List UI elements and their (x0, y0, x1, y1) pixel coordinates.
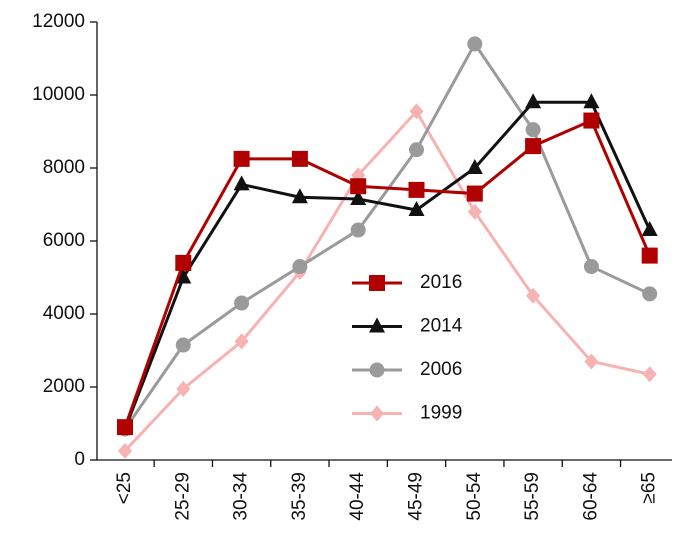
point (466, 159, 483, 174)
point (641, 221, 658, 237)
y-tick-label: 2000 (43, 376, 85, 397)
legend-label: 2016 (420, 272, 462, 293)
point (409, 103, 424, 120)
point (526, 287, 541, 304)
point (525, 138, 542, 155)
x-tick-label: 35-39 (289, 472, 310, 521)
point (408, 200, 425, 216)
point (583, 93, 600, 109)
y-tick-label: 12000 (32, 11, 85, 32)
x-tick-label: 50-54 (464, 472, 485, 521)
x-tick-label: 25-29 (172, 472, 193, 521)
point (525, 122, 541, 138)
y-tick-label: 0 (74, 449, 85, 470)
series-line (123, 108, 651, 452)
point (369, 275, 385, 291)
point (642, 366, 657, 383)
series-line (123, 118, 652, 428)
legend-label: 2006 (420, 359, 462, 380)
point (467, 36, 483, 52)
point (584, 353, 599, 370)
legend-label: 1999 (420, 403, 462, 424)
point (370, 405, 384, 422)
point (525, 93, 542, 109)
y-tick-label: 6000 (43, 230, 85, 251)
point (233, 175, 250, 191)
point (292, 259, 308, 275)
x-tick-label: ≥65 (639, 472, 660, 504)
y-tick-label: 10000 (32, 84, 85, 105)
point (369, 362, 385, 378)
x-tick-label: 30-34 (231, 472, 252, 521)
point (291, 150, 308, 167)
point (118, 442, 132, 459)
point (175, 254, 192, 271)
point (408, 181, 425, 198)
point (117, 419, 133, 436)
point (350, 190, 367, 206)
point (234, 295, 250, 311)
x-tick-label: 40-44 (347, 472, 368, 521)
point (583, 112, 600, 129)
point (583, 259, 599, 275)
x-tick-label: 60-64 (580, 472, 601, 521)
y-tick-label: 8000 (43, 157, 85, 178)
point (409, 142, 424, 158)
point (175, 268, 192, 284)
x-tick-label: 45-49 (406, 472, 427, 521)
point (641, 247, 658, 264)
point (233, 150, 250, 167)
legend-label: 2014 (420, 316, 463, 337)
point (369, 317, 385, 333)
series-line (123, 41, 651, 430)
point (350, 178, 367, 195)
series-line (123, 100, 652, 430)
point (176, 380, 191, 397)
x-tick-label: <25 (114, 472, 135, 504)
point (234, 333, 249, 350)
point (175, 337, 191, 353)
point (467, 203, 482, 220)
point (350, 222, 366, 238)
point (466, 185, 483, 202)
point (291, 188, 308, 204)
y-tick-label: 4000 (43, 303, 85, 324)
x-tick-label: 55-59 (522, 472, 543, 521)
point (642, 286, 658, 302)
